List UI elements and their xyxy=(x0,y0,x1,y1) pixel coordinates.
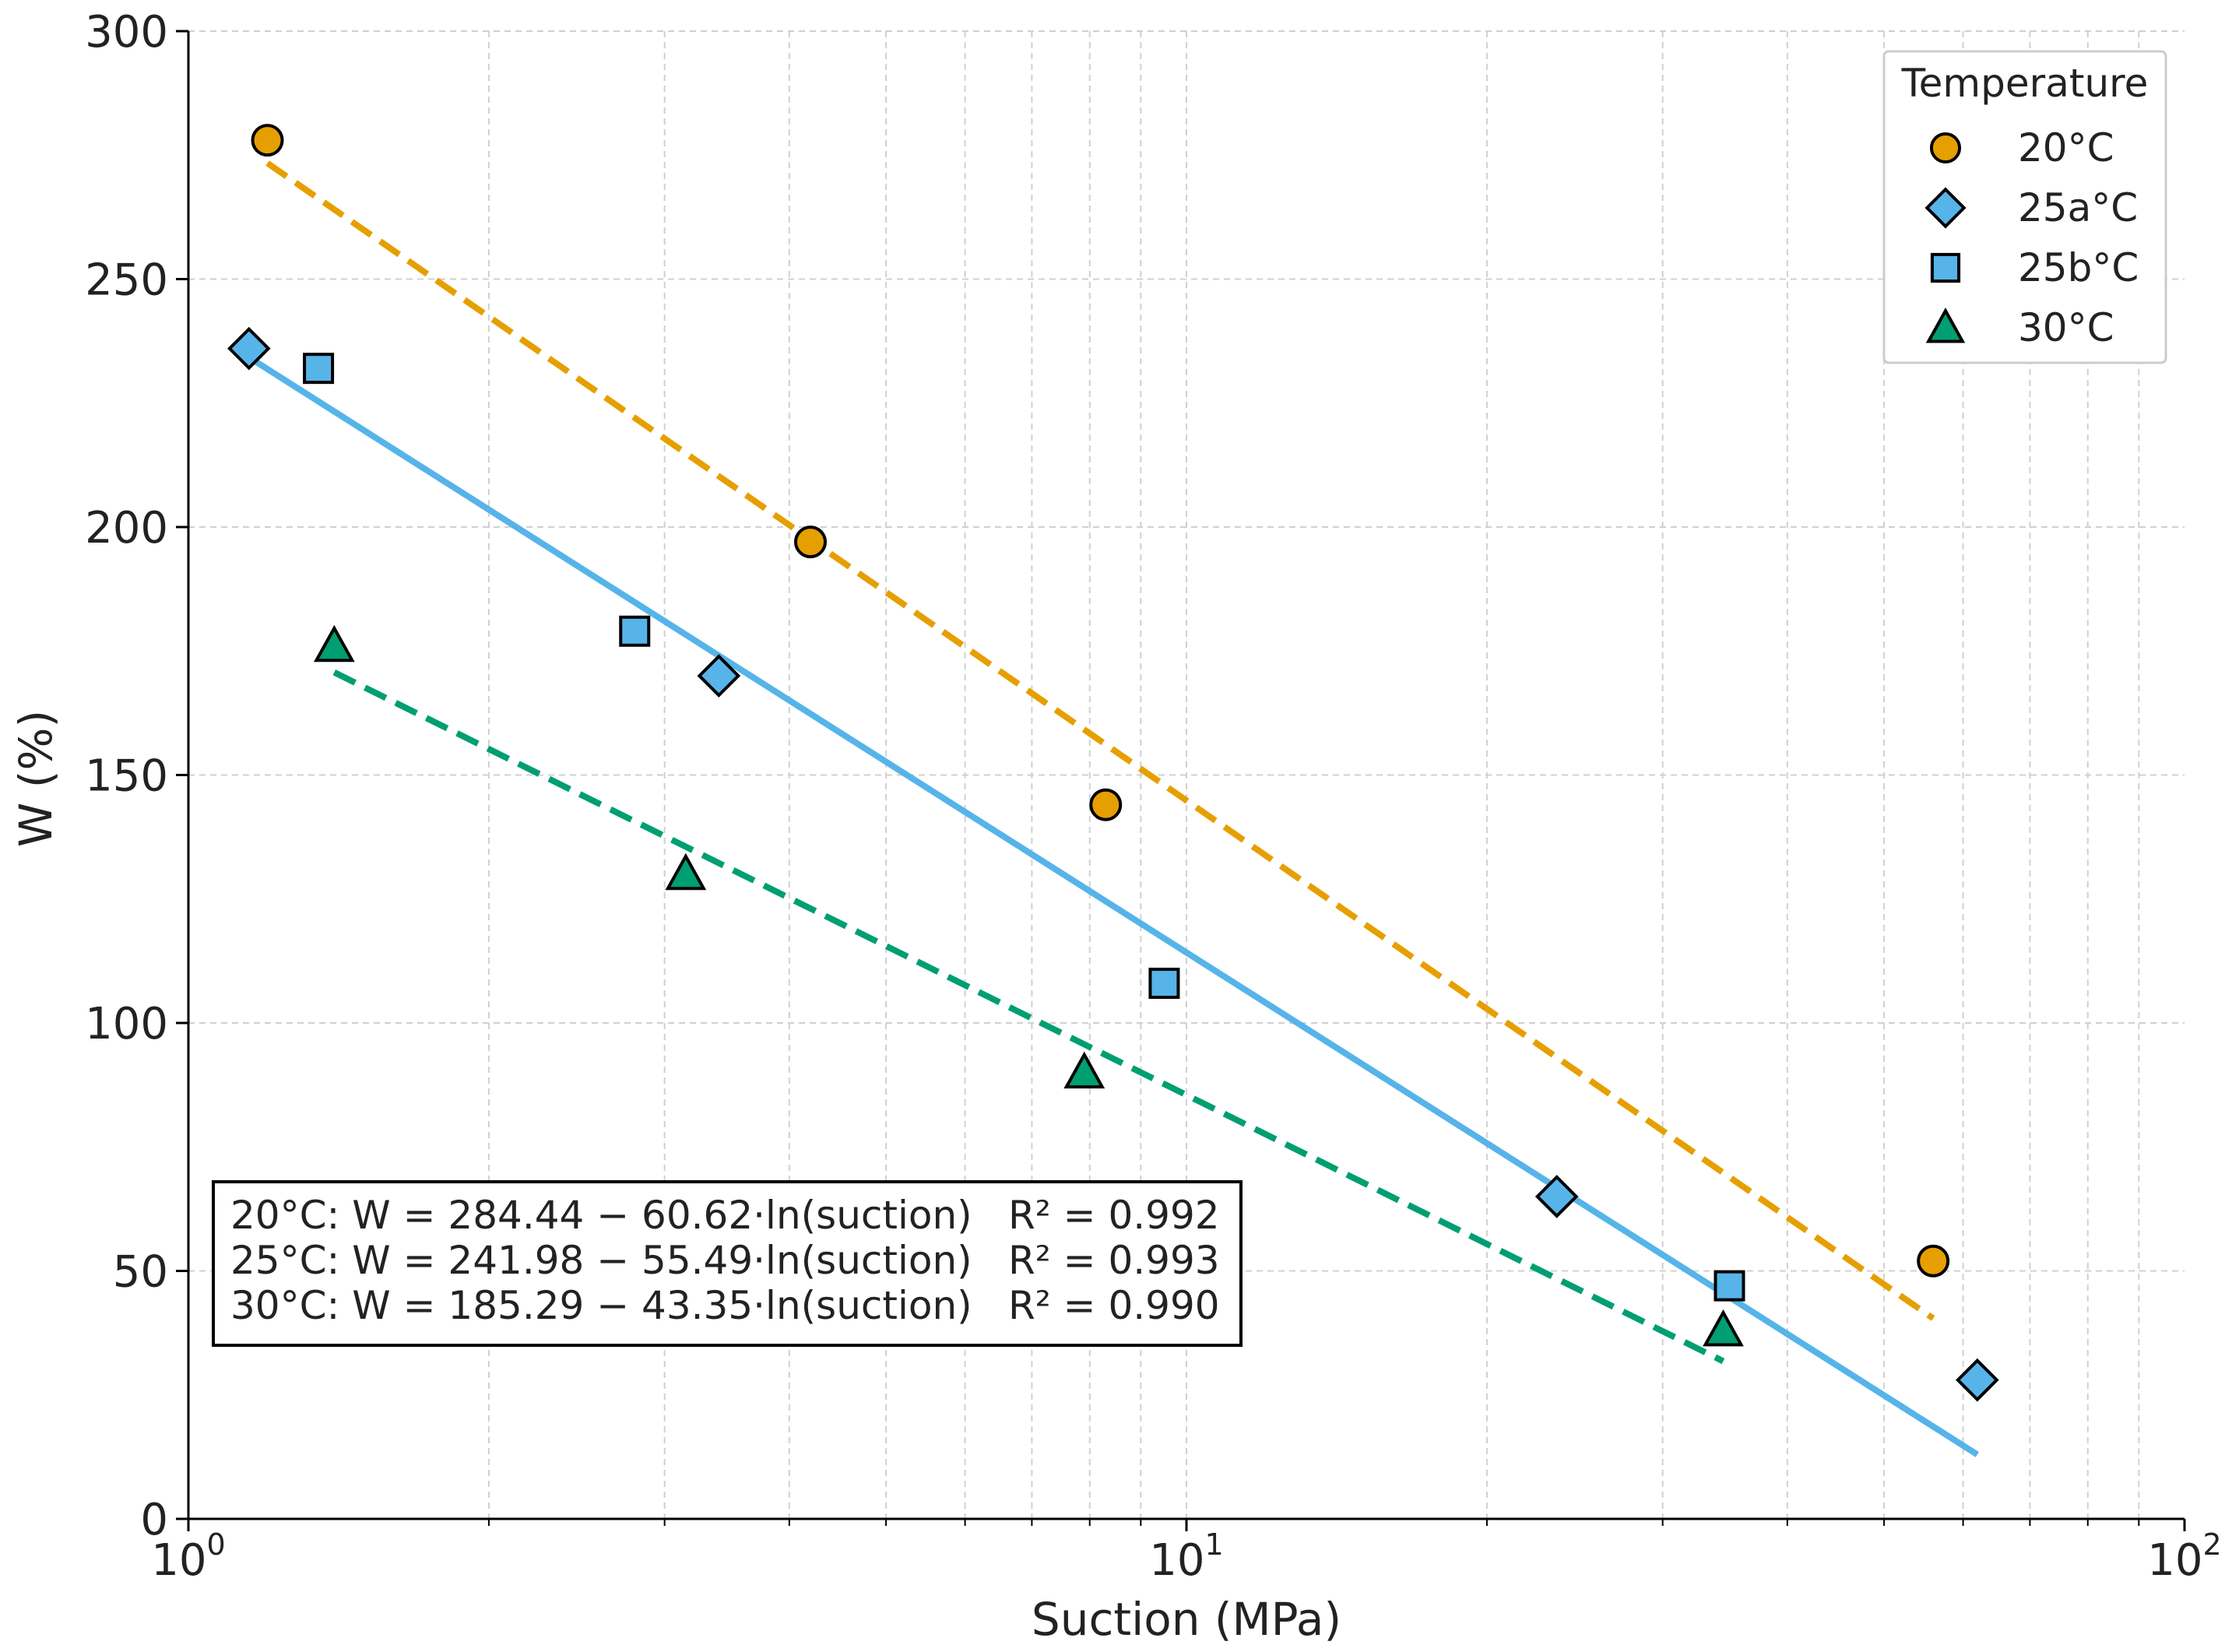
data-point-25bc xyxy=(1148,968,1180,1000)
legend-label-30c: 30°C xyxy=(2018,305,2114,350)
data-point-30c xyxy=(1063,1051,1105,1089)
fit-lines xyxy=(247,160,1979,1457)
data-points xyxy=(227,124,1999,1402)
legend-label-20c: 20°C xyxy=(2018,125,2114,170)
legend: Temperature 20°C 25a°C 25b°C 30°C xyxy=(1882,50,2167,364)
grid xyxy=(188,30,2185,1519)
data-point-30c xyxy=(313,624,355,663)
tick-labels: 0 50 100 150 200 250 300 100 101 102 xyxy=(85,7,2222,1586)
legend-title: Temperature xyxy=(1901,61,2149,106)
legend-marker-25bc xyxy=(1930,252,1961,283)
fit-line-30c xyxy=(332,670,1725,1365)
x-tick-label: 102 xyxy=(2147,1527,2221,1586)
equation-20c: 20°C: W = 284.44 − 60.62·ln(suction) xyxy=(230,1193,972,1238)
legend-marker-25ac xyxy=(1924,187,1967,229)
r2-30c: R² = 0.990 xyxy=(1008,1283,1220,1328)
legend-label-25bc: 25b°C xyxy=(2018,245,2139,290)
data-point-25ac xyxy=(697,654,741,698)
data-point-25bc xyxy=(619,615,651,647)
equation-box: 20°C: W = 284.44 − 60.62·ln(suction) R² … xyxy=(212,1180,1243,1347)
r2-25c: R² = 0.993 xyxy=(1008,1238,1220,1283)
data-point-30c xyxy=(1703,1309,1744,1347)
fit-line-20c xyxy=(265,160,1935,1321)
y-tick-label: 150 xyxy=(85,751,168,802)
r2-20c: R² = 0.992 xyxy=(1008,1193,1220,1238)
legend-box xyxy=(1882,50,2167,364)
fit-line-25ac xyxy=(247,354,1979,1457)
data-point-25ac xyxy=(1534,1175,1579,1218)
data-point-25bc xyxy=(303,353,335,385)
data-point-20c xyxy=(794,525,828,559)
x-tick-label: 101 xyxy=(1149,1527,1223,1586)
data-point-20c xyxy=(251,124,284,157)
axes xyxy=(176,30,2186,1531)
data-point-30c xyxy=(665,852,707,891)
data-point-25ac xyxy=(1956,1358,1999,1402)
data-point-20c xyxy=(1917,1244,1950,1278)
y-tick-label: 300 xyxy=(85,7,168,58)
data-point-25bc xyxy=(1714,1270,1745,1302)
x-axis-title: Suction (MPa) xyxy=(1032,1593,1341,1646)
y-axis-title: W (%) xyxy=(9,710,62,847)
equation-25c: 25°C: W = 241.98 − 55.49·ln(suction) xyxy=(230,1238,972,1283)
legend-marker-20c xyxy=(1929,132,1962,164)
y-tick-label: 50 xyxy=(113,1247,168,1298)
y-tick-label: 250 xyxy=(85,255,168,306)
y-tick-label: 0 xyxy=(140,1495,168,1545)
legend-label-25ac: 25a°C xyxy=(2018,185,2138,230)
x-tick-label: 100 xyxy=(151,1527,225,1586)
equation-box-frame xyxy=(212,1180,1243,1347)
data-point-25ac xyxy=(227,326,271,371)
y-tick-label: 200 xyxy=(85,503,168,554)
data-point-20c xyxy=(1089,788,1123,821)
equation-30c: 30°C: W = 185.29 − 43.35·ln(suction) xyxy=(230,1283,972,1328)
y-tick-label: 100 xyxy=(85,999,168,1049)
legend-marker-30c xyxy=(1925,308,1966,343)
